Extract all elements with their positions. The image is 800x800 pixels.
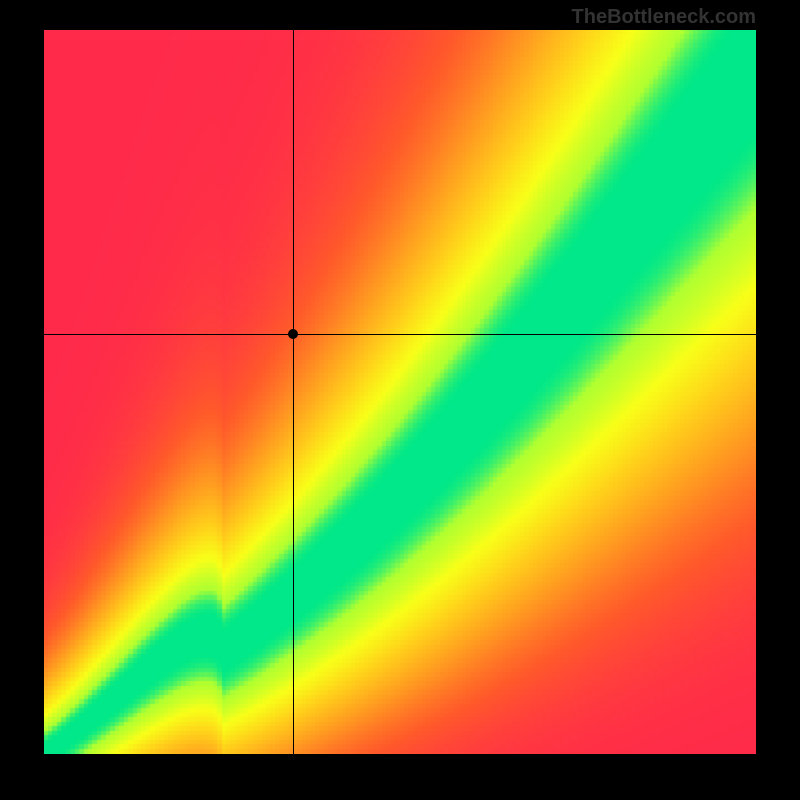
crosshair-horizontal: [44, 334, 756, 335]
watermark-text: TheBottleneck.com: [572, 6, 756, 29]
crosshair-vertical: [293, 30, 294, 754]
heatmap-canvas: [44, 30, 756, 754]
crosshair-marker: [288, 329, 298, 339]
plot-area: [44, 30, 756, 754]
